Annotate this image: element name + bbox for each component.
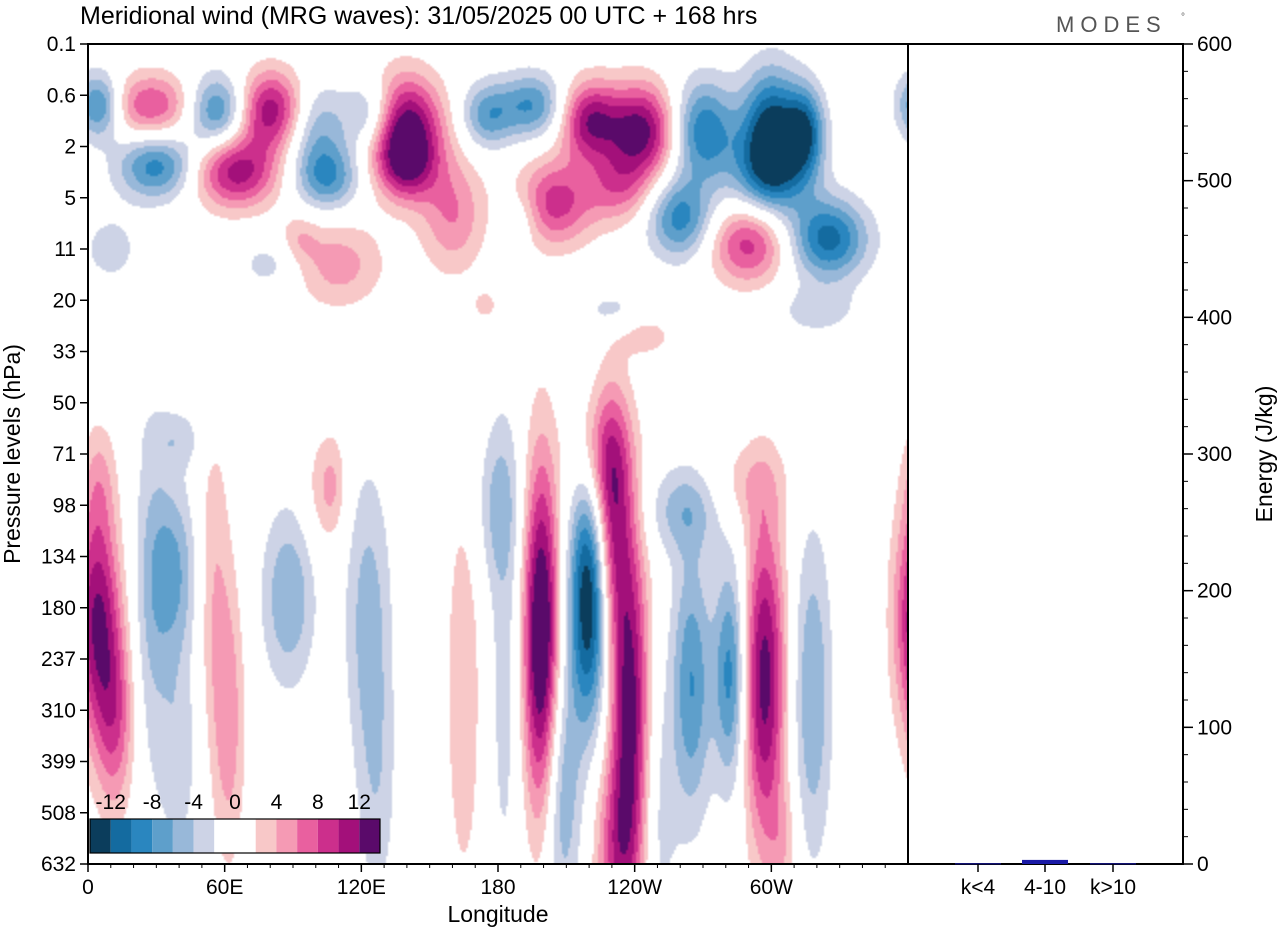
energy-tick-label: 0 xyxy=(1197,853,1209,876)
chart-title: Meridional wind (MRG waves): 31/05/2025 … xyxy=(80,2,757,30)
y-tick-label: 11 xyxy=(54,238,76,261)
colorbar-swatch xyxy=(255,819,277,853)
category-label: k>10 xyxy=(1090,876,1136,899)
y-tick-label: 310 xyxy=(41,699,76,722)
y-axis-label: Pressure levels (hPa) xyxy=(0,344,25,564)
energy-bar-2 xyxy=(1090,863,1136,865)
x-tick-label: 60E xyxy=(206,876,243,899)
colorbar-swatch xyxy=(110,819,132,853)
colorbar-labels: -12 -8 -4 0 4 8 12 xyxy=(96,791,371,814)
y-tick-label: 20 xyxy=(53,289,76,312)
x-axis-label: Longitude xyxy=(447,901,548,927)
energy-bar-0 xyxy=(955,863,1001,865)
energy-tick-label: 500 xyxy=(1197,170,1232,193)
y-tick-label: 0.1 xyxy=(47,33,76,56)
energy-frame xyxy=(907,43,1184,865)
colorbar-label: 12 xyxy=(348,791,371,814)
colorbar-swatch xyxy=(359,819,380,853)
energy-tick-label: 300 xyxy=(1197,443,1232,466)
y-tick-label: 180 xyxy=(41,597,76,620)
category-label: k<4 xyxy=(961,876,996,899)
y-tick-label: 134 xyxy=(41,546,76,569)
energy-tick-label: 200 xyxy=(1197,580,1232,603)
energy-tick-label: 400 xyxy=(1197,306,1232,329)
colorbar-swatch xyxy=(338,819,360,853)
colorbar-swatch xyxy=(172,819,194,853)
x-tick-label: 120W xyxy=(607,876,662,899)
x-tick-label: 0 xyxy=(82,876,94,899)
colorbar-swatch xyxy=(317,819,339,853)
colorbar-swatch xyxy=(152,819,173,853)
y-tick-label: 399 xyxy=(41,751,76,774)
y-tick-label: 2 xyxy=(64,136,76,159)
colorbar-label: 8 xyxy=(312,791,324,814)
y-tick-label: 71 xyxy=(53,443,76,466)
y-tick-label: 33 xyxy=(53,341,76,364)
colorbar-label: -8 xyxy=(143,791,162,814)
y-tick-label: 237 xyxy=(41,648,76,671)
colorbar-label: 4 xyxy=(271,791,283,814)
x-tick-label: 60W xyxy=(750,876,793,899)
energy-axis-label: Energy (J/kg) xyxy=(1251,386,1277,523)
colorbar-swatch xyxy=(235,819,256,853)
colorbar xyxy=(89,818,381,854)
energy-axis: 0 100 200 300 400 500 600 xyxy=(1183,33,1232,876)
category-label: 4-10 xyxy=(1024,876,1066,899)
y-tick-label: 98 xyxy=(53,494,76,517)
meridional-wind-heatmap xyxy=(88,44,908,864)
y-tick-label: 632 xyxy=(41,853,76,876)
y-tick-label: 5 xyxy=(64,187,76,210)
energy-categories: k<4 4-10 k>10 xyxy=(961,864,1136,899)
y-tick-label: 0.6 xyxy=(47,84,76,107)
colorbar-swatch xyxy=(276,819,298,853)
pressure-axis: 0.1 0.6 2 5 11 20 33 50 71 98 134 180 237 310 399 508 63… xyxy=(41,33,88,876)
energy-tick-label: 600 xyxy=(1197,33,1232,56)
y-tick-label: 50 xyxy=(53,392,76,415)
modes-logo: MODES ° xyxy=(1056,12,1185,37)
colorbar-swatch xyxy=(214,819,235,853)
colorbar-label: -4 xyxy=(184,791,203,814)
x-tick-label: 120E xyxy=(337,876,386,899)
logo-text: MODES xyxy=(1056,12,1167,37)
energy-bars xyxy=(955,859,1136,865)
colorbar-frame xyxy=(89,818,381,854)
logo-mark: ° xyxy=(1181,12,1185,23)
colorbar-swatch xyxy=(297,819,318,853)
x-tick-label: 180 xyxy=(480,876,515,899)
colorbar-label: 0 xyxy=(229,791,241,814)
longitude-axis: 0 60E 120E 180 120W 60W xyxy=(82,864,886,899)
colorbar-swatch xyxy=(131,819,153,853)
colorbar-swatch xyxy=(90,819,111,853)
energy-bar-1 xyxy=(1022,859,1068,864)
colorbar-swatch xyxy=(193,819,215,853)
energy-tick-label: 100 xyxy=(1197,716,1232,739)
y-tick-label: 508 xyxy=(41,802,76,825)
colorbar-label: -12 xyxy=(96,791,126,814)
